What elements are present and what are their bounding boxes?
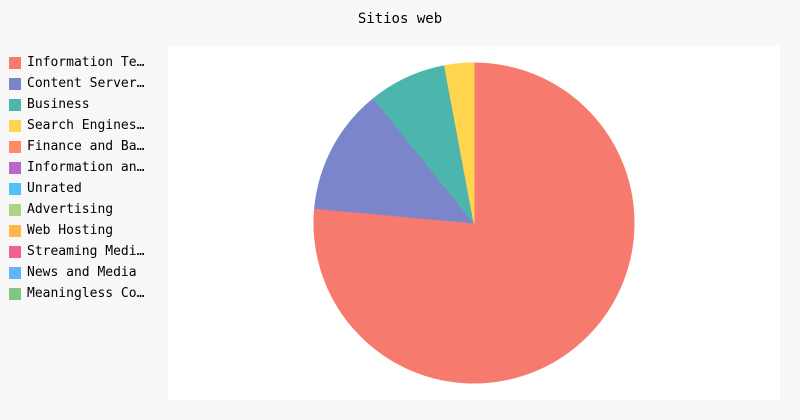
legend-swatch (9, 266, 21, 279)
legend-item[interactable]: Unrated (9, 178, 144, 199)
legend-swatch (9, 56, 21, 69)
legend-swatch (9, 245, 21, 258)
legend-label: Information Te… (27, 55, 145, 70)
legend-label: Web Hosting (27, 223, 114, 238)
legend-item[interactable]: Information Te… (9, 52, 144, 73)
legend-label: Streaming Medi… (27, 244, 145, 259)
pie-chart (313, 62, 635, 384)
legend-swatch (9, 119, 21, 132)
legend-swatch (9, 224, 21, 237)
legend-item[interactable]: Content Server… (9, 73, 144, 94)
legend-swatch (9, 140, 21, 153)
legend-swatch (9, 98, 21, 111)
legend-label: Business (27, 97, 90, 112)
legend-label: Unrated (27, 181, 82, 196)
legend-item[interactable]: Business (9, 94, 144, 115)
legend-item[interactable]: Advertising (9, 199, 144, 220)
pie-slice[interactable] (444, 62, 475, 224)
legend-item[interactable]: Finance and Ba… (9, 136, 144, 157)
chart-title: Sitios web (357, 11, 443, 27)
legend-item[interactable]: Information an… (9, 157, 144, 178)
legend-item[interactable]: Streaming Medi… (9, 241, 144, 262)
legend-label: Meaningless Co… (27, 286, 145, 301)
legend-item[interactable]: Web Hosting (9, 220, 144, 241)
legend-label: Search Engines… (27, 118, 145, 133)
legend: Information Te… Content Server… Business Se… (9, 52, 144, 304)
legend-label: News and Media (27, 265, 137, 280)
legend-label: Finance and Ba… (27, 139, 145, 154)
legend-label: Advertising (27, 202, 114, 217)
legend-swatch (9, 287, 21, 300)
legend-item[interactable]: Meaningless Co… (9, 283, 144, 304)
legend-swatch (9, 203, 21, 216)
pie-slice[interactable] (314, 97, 475, 224)
legend-label: Information an… (27, 160, 145, 175)
legend-label: Content Server… (27, 76, 145, 91)
legend-swatch (9, 182, 21, 195)
legend-swatch (9, 77, 21, 90)
legend-swatch (9, 161, 21, 174)
legend-item[interactable]: Search Engines… (9, 115, 144, 136)
plot-area (168, 46, 780, 400)
legend-item[interactable]: News and Media (9, 262, 144, 283)
